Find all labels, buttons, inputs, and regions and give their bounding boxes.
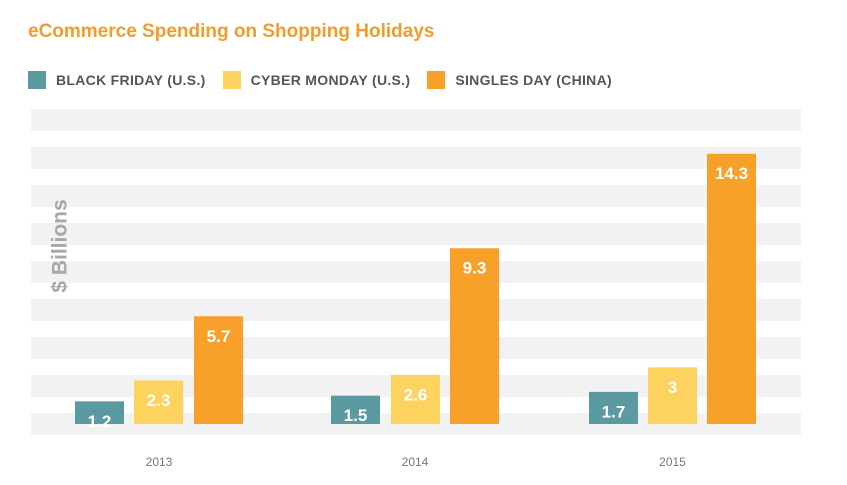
bar <box>194 316 243 424</box>
x-tick-label: 2014 <box>402 455 429 469</box>
legend-swatch-singles-day <box>427 71 446 89</box>
legend: BLACK FRIDAY (U.S.) CYBER MONDAY (U.S.) … <box>28 69 629 91</box>
x-tick-label: 2015 <box>659 455 686 469</box>
y-axis-title: $ Billions <box>49 199 72 292</box>
bar <box>648 367 697 424</box>
bar-value-label: 2.6 <box>404 385 428 404</box>
bar <box>450 248 499 424</box>
bar <box>75 401 124 424</box>
x-tick-label: 2013 <box>146 455 173 469</box>
bar <box>134 380 183 424</box>
legend-label-singles-day: SINGLES DAY (CHINA) <box>455 72 612 88</box>
bar-value-label: 1.7 <box>602 402 626 421</box>
grid-band <box>31 223 801 245</box>
chart-title: eCommerce Spending on Shopping Holidays <box>28 21 435 42</box>
grid-band <box>31 185 801 207</box>
legend-swatch-cyber-monday <box>222 71 241 89</box>
legend-item-singles-day: SINGLES DAY (CHINA) <box>427 71 612 89</box>
legend-swatch-black-friday <box>28 71 46 89</box>
grid-band <box>31 109 801 131</box>
bar <box>391 374 440 424</box>
grid-band <box>31 261 801 283</box>
bar-value-label: 3 <box>668 378 677 397</box>
legend-item-cyber-monday: CYBER MONDAY (U.S.) <box>222 71 411 89</box>
bar-value-label: 14.3 <box>715 164 748 183</box>
bar-value-label: 9.3 <box>463 259 487 278</box>
legend-label-cyber-monday: CYBER MONDAY (U.S.) <box>250 72 411 88</box>
bar-value-label: 1.2 <box>88 412 112 431</box>
legend-label-black-friday: BLACK FRIDAY (U.S.) <box>56 72 206 88</box>
grid-band <box>31 337 801 359</box>
bar-value-label: 1.5 <box>344 406 368 425</box>
bar-value-label: 5.7 <box>207 327 231 346</box>
grid-band <box>31 299 801 321</box>
bar <box>707 153 756 425</box>
bar <box>331 395 380 424</box>
grid-band <box>31 147 801 169</box>
legend-item-black-friday: BLACK FRIDAY (U.S.) <box>28 71 206 89</box>
bar-value-label: 2.3 <box>147 391 171 410</box>
bar <box>589 391 638 424</box>
